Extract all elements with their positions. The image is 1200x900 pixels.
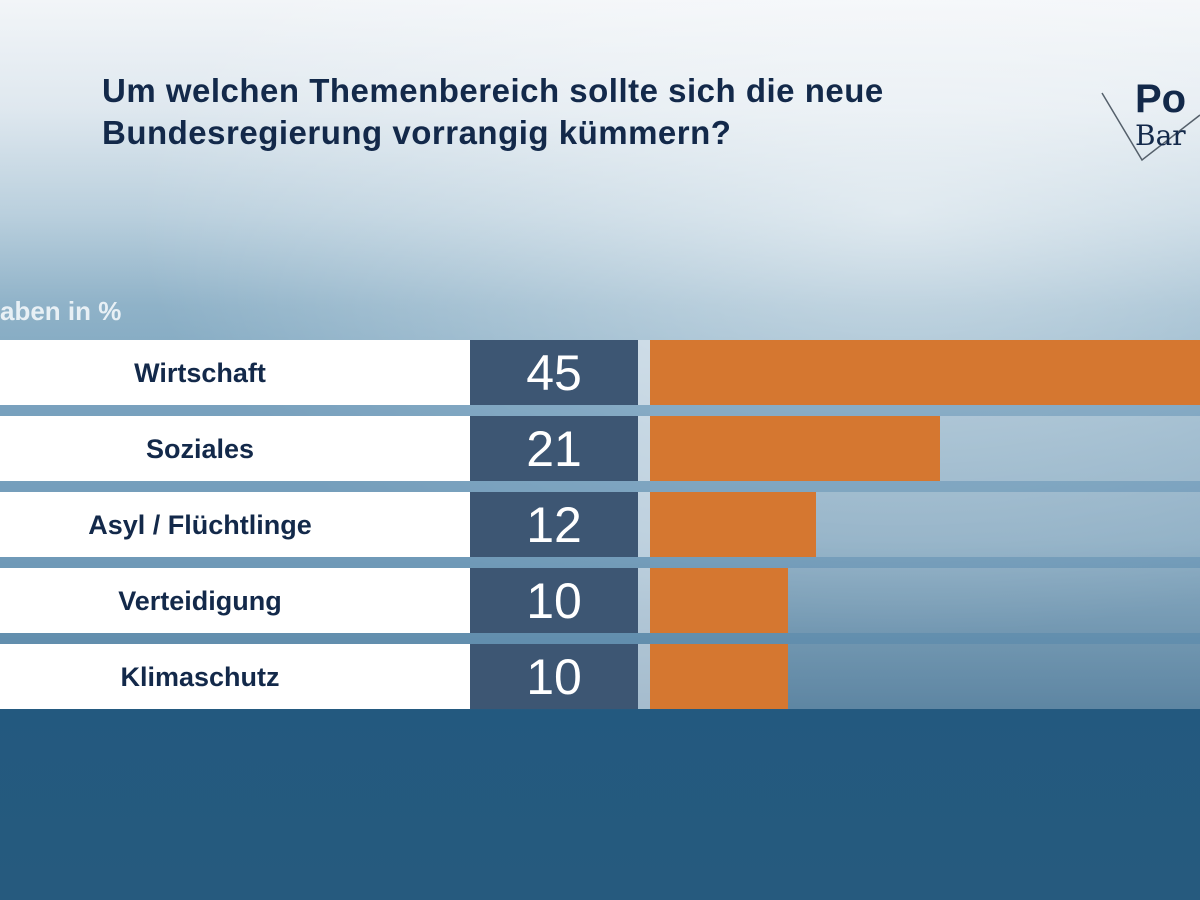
category-label: Verteidigung bbox=[0, 568, 470, 633]
bar-row: Asyl / Flüchtlinge 12 bbox=[0, 492, 1200, 557]
bar-row: Soziales 21 bbox=[0, 416, 1200, 481]
value-label: 10 bbox=[470, 568, 638, 633]
logo-line1: Po bbox=[1135, 77, 1187, 121]
gap bbox=[638, 644, 650, 709]
gap bbox=[638, 492, 650, 557]
bar-row: Verteidigung 10 bbox=[0, 568, 1200, 633]
bottom-panel bbox=[0, 710, 1200, 900]
category-label: Wirtschaft bbox=[0, 340, 470, 405]
value-label: 10 bbox=[470, 644, 638, 709]
chart-title: Um welchen Themenbereich sollte sich die… bbox=[102, 72, 884, 151]
category-label: Klimaschutz bbox=[0, 644, 470, 709]
value-label: 21 bbox=[470, 416, 638, 481]
bar bbox=[650, 340, 1200, 405]
category-label: Asyl / Flüchtlinge bbox=[0, 492, 470, 557]
gap bbox=[638, 568, 650, 633]
politbarometer-logo: Po Bar bbox=[1100, 79, 1200, 185]
gap bbox=[638, 416, 650, 481]
row-separator bbox=[0, 633, 1200, 644]
row-separator bbox=[0, 405, 1200, 416]
bar-row: Wirtschaft 45 bbox=[0, 340, 1200, 405]
bar bbox=[650, 492, 816, 557]
bar-row: Klimaschutz 10 bbox=[0, 644, 1200, 709]
value-label: 12 bbox=[470, 492, 638, 557]
value-label: 45 bbox=[470, 340, 638, 405]
unit-label: aben in % bbox=[0, 296, 122, 326]
bar bbox=[650, 568, 788, 633]
gap bbox=[638, 340, 650, 405]
bar bbox=[650, 644, 788, 709]
category-label: Soziales bbox=[0, 416, 470, 481]
row-separator bbox=[0, 557, 1200, 568]
bar bbox=[650, 416, 940, 481]
logo-line2: Bar bbox=[1135, 119, 1186, 152]
row-separator bbox=[0, 481, 1200, 492]
